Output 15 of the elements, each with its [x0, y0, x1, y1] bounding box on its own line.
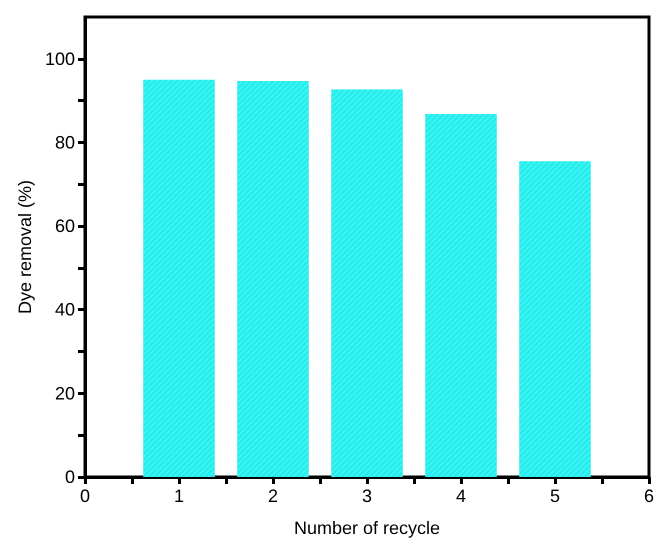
y-axis-title: Dye removal (%)	[15, 180, 36, 314]
x-tick-label: 6	[644, 486, 654, 506]
x-tick-label: 5	[550, 486, 560, 506]
y-tick-label: 100	[44, 48, 75, 69]
y-tick-label: 60	[54, 216, 75, 236]
x-tick-label: 0	[80, 486, 90, 506]
x-tick-label: 4	[456, 486, 466, 506]
x-tick-label: 1	[174, 486, 184, 506]
x-axis-title: Number of recycle	[294, 518, 440, 538]
y-tick-label: 40	[54, 300, 75, 320]
y-tick-label: 0	[64, 467, 75, 487]
y-tick-label: 20	[54, 383, 75, 404]
x-tick-label: 2	[268, 486, 278, 506]
y-tick-label: 80	[54, 132, 75, 152]
x-tick-label: 3	[362, 486, 372, 506]
